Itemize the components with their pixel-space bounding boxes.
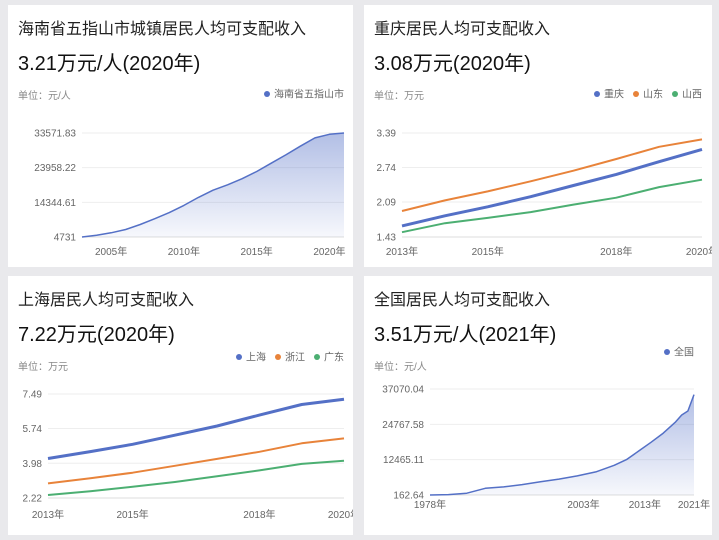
legend-label: 上海 bbox=[246, 351, 266, 364]
unit-label: 单位：元/人 bbox=[18, 91, 71, 102]
y-tick-label: 7.49 bbox=[23, 390, 43, 401]
legend-marker bbox=[275, 354, 281, 360]
series-line bbox=[47, 459, 345, 496]
legend-marker bbox=[664, 349, 670, 355]
y-tick-label: 2.22 bbox=[23, 494, 43, 505]
y-tick-label: 2.09 bbox=[377, 197, 397, 208]
x-tick-label: 2015年 bbox=[116, 508, 148, 521]
y-tick-label: 162.64 bbox=[393, 491, 424, 502]
x-tick-label: 2003年 bbox=[567, 498, 599, 511]
y-tick-label: 37070.04 bbox=[382, 385, 424, 396]
x-tick-label: 2018年 bbox=[600, 245, 632, 258]
legend-marker bbox=[672, 91, 678, 97]
y-tick-label: 23958.22 bbox=[34, 163, 76, 174]
chart-card-wuzhishan: 海南省五指山市城镇居民人均可支配收入 3.21万元/人(2020年) 单位：元/… bbox=[8, 5, 353, 267]
y-tick-label: 3.98 bbox=[23, 459, 43, 470]
series-line bbox=[81, 132, 345, 238]
x-tick-label: 1978年 bbox=[414, 498, 446, 511]
legend-marker bbox=[236, 354, 242, 360]
series-line bbox=[47, 397, 345, 460]
y-tick-label: 24767.58 bbox=[382, 420, 424, 431]
x-tick-label: 2013年 bbox=[32, 508, 64, 521]
y-tick-label: 33571.83 bbox=[34, 129, 76, 140]
series-line bbox=[429, 394, 695, 496]
series-line bbox=[47, 437, 345, 485]
series-area bbox=[430, 394, 694, 495]
chart-card-chongqing: 重庆居民人均可支配收入 3.08万元(2020年) 单位：万元 1.43 2.09… bbox=[364, 5, 712, 267]
y-tick-label: 4731 bbox=[54, 233, 77, 244]
legend-label: 全国 bbox=[674, 346, 694, 359]
legend-marker bbox=[594, 91, 600, 97]
headline-value: 3.08万元(2020年) bbox=[374, 53, 531, 75]
chart-title: 海南省五指山市城镇居民人均可支配收入 bbox=[18, 21, 307, 38]
legend-label: 山东 bbox=[643, 88, 663, 101]
series-line bbox=[401, 178, 703, 234]
y-tick-label: 1.43 bbox=[377, 233, 397, 244]
chart-title: 重庆居民人均可支配收入 bbox=[374, 21, 551, 38]
x-tick-label: 2020年 bbox=[313, 245, 345, 258]
series-line bbox=[401, 138, 703, 212]
x-tick-label: 2020年 bbox=[328, 508, 353, 521]
unit-label: 单位：万元 bbox=[374, 91, 424, 102]
legend-label: 山西 bbox=[682, 89, 702, 101]
headline-value: 7.22万元(2020年) bbox=[18, 324, 175, 346]
chart-plot: 4731 14344.61 23958.22 33571.83 2005年 2010年 20… bbox=[34, 88, 345, 259]
legend-label: 浙江 bbox=[285, 352, 305, 364]
x-tick-label: 2015年 bbox=[472, 245, 504, 258]
legend-label: 广东 bbox=[324, 351, 344, 364]
unit-label: 单位：万元 bbox=[18, 362, 68, 373]
x-tick-label: 2013年 bbox=[629, 498, 661, 511]
x-tick-label: 2015年 bbox=[241, 245, 273, 258]
y-tick-label: 2.74 bbox=[377, 163, 397, 174]
legend-label: 海南省五指山市 bbox=[274, 88, 344, 101]
legend-marker bbox=[633, 91, 639, 97]
y-tick-label: 14344.61 bbox=[34, 198, 76, 209]
x-tick-label: 2021年 bbox=[678, 498, 710, 511]
y-tick-label: 12465.11 bbox=[383, 455, 424, 466]
chart-plot: 2.22 3.98 5.74 7.49 2013年 2015年 2018年 2020年 广东 浙江… bbox=[23, 351, 353, 522]
legend-marker bbox=[264, 91, 270, 97]
legend-marker bbox=[314, 354, 320, 360]
x-tick-label: 2020年 bbox=[686, 245, 712, 258]
chart-plot: 1.43 2.09 2.74 3.39 2013年 2015年 2018年 2020年 山西 山东… bbox=[377, 88, 712, 259]
y-tick-label: 5.74 bbox=[23, 424, 43, 435]
chart-plot: 162.64 12465.11 24767.58 37070.04 1978年 2003年… bbox=[382, 346, 710, 512]
x-tick-label: 2010年 bbox=[168, 245, 200, 258]
x-tick-label: 2018年 bbox=[243, 508, 275, 521]
chart-title: 上海居民人均可支配收入 bbox=[18, 292, 195, 309]
chart-card-national: 全国居民人均可支配收入 3.51万元/人(2021年) 单位：元/人 162.6… bbox=[364, 276, 712, 535]
series-area bbox=[82, 133, 344, 237]
x-tick-label: 2013年 bbox=[386, 245, 418, 258]
x-tick-label: 2005年 bbox=[95, 245, 127, 258]
headline-value: 3.21万元/人(2020年) bbox=[18, 53, 201, 75]
y-tick-label: 3.39 bbox=[377, 129, 397, 140]
unit-label: 单位：元/人 bbox=[374, 362, 427, 373]
series-line bbox=[401, 147, 703, 228]
chart-title: 全国居民人均可支配收入 bbox=[374, 292, 551, 309]
headline-value: 3.51万元/人(2021年) bbox=[374, 324, 557, 346]
chart-card-shanghai: 上海居民人均可支配收入 7.22万元(2020年) 单位：万元 2.22 3.98… bbox=[8, 276, 353, 535]
legend-label: 重庆 bbox=[604, 88, 624, 101]
